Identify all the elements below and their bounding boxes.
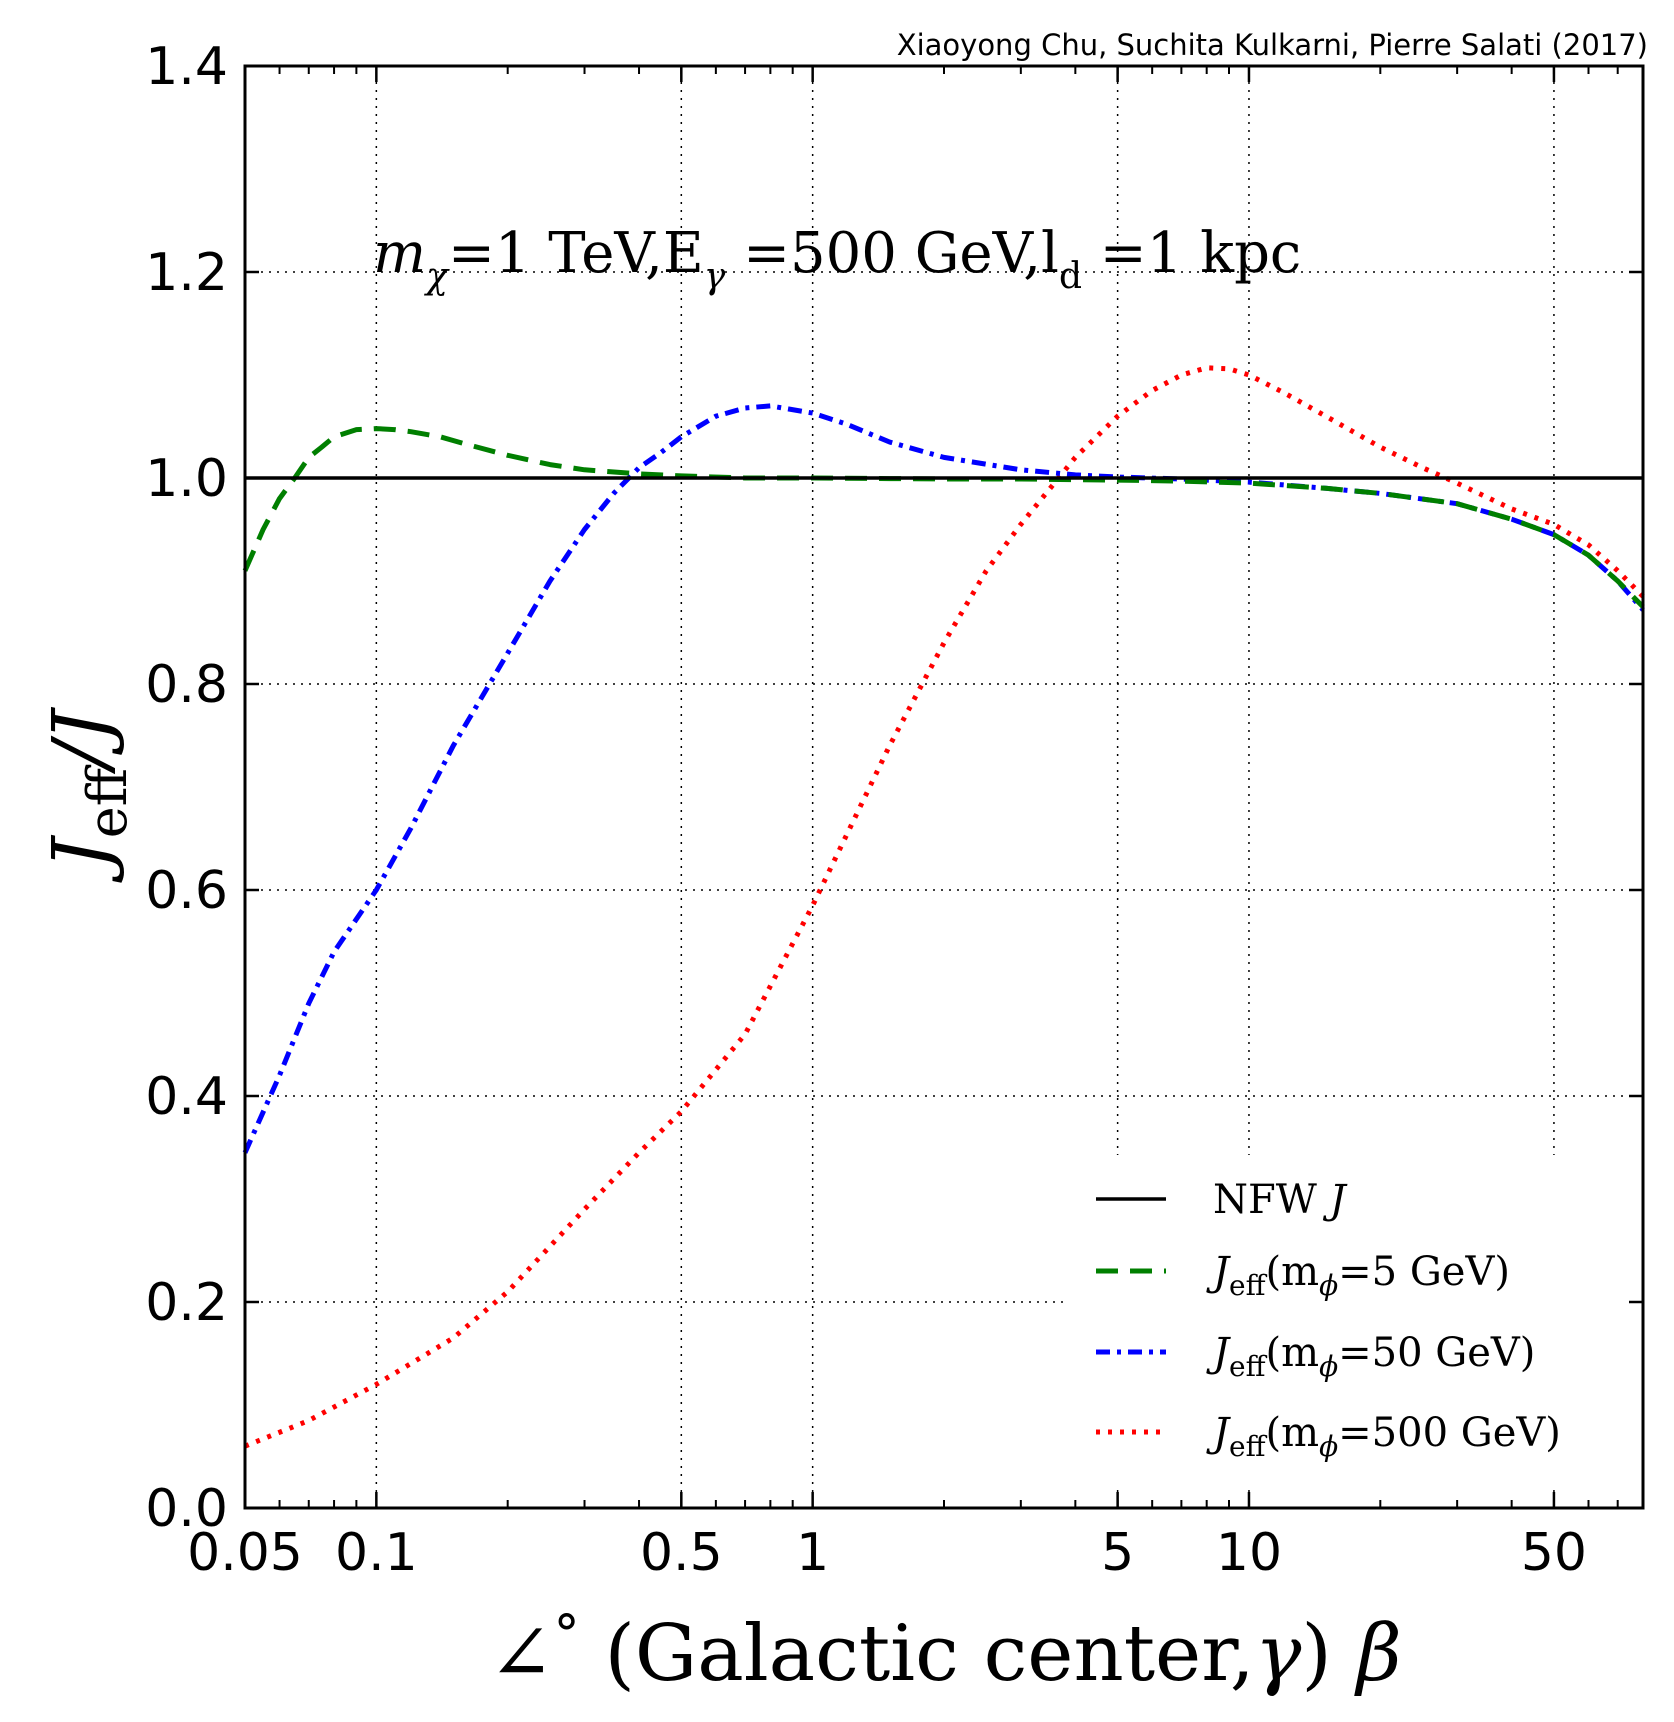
x-tick-label: 1	[796, 1523, 829, 1583]
ticks: 0.0 0.2 0.4 0.6 0.8 1.0 1.2 1.4 0.05 0.1 0.5 1 5 10 50	[145, 37, 1643, 1583]
x-tick-label: 50	[1521, 1523, 1587, 1583]
legend-background	[1068, 1155, 1658, 1485]
x-tick-label: 0.1	[335, 1523, 418, 1583]
legend-label-5gev: Jeff(mϕ=5 GeV)	[1206, 1249, 1510, 1302]
x-tick-label: 0.05	[187, 1523, 303, 1583]
y-tick-label: 1.2	[145, 243, 228, 303]
x-tick-label: 0.5	[640, 1523, 723, 1583]
series-group	[242, 365, 1645, 1449]
y-tick-label: 0.2	[145, 1273, 228, 1333]
x-axis-label: ∠° (Galactic center,γ) β	[488, 1605, 1401, 1699]
y-tick-label: 0.4	[145, 1067, 228, 1127]
x-tick-label: 10	[1216, 1523, 1282, 1583]
y-tick-label: 0.6	[145, 861, 228, 921]
series-line-1	[242, 426, 1645, 609]
series-line-2	[242, 403, 1645, 1154]
y-tick-label: 1.4	[145, 37, 228, 97]
legend: NFW J Jeff(mϕ=5 GeV) Jeff(mϕ=50 GeV) Jef…	[1068, 1155, 1658, 1485]
y-tick-label: 0.0	[145, 1479, 228, 1539]
x-tick-label: 5	[1101, 1523, 1134, 1583]
grid	[245, 66, 1643, 1508]
y-tick-label: 0.8	[145, 655, 228, 715]
physics-annotation: mχ=1 TeV,Eγ =500 GeV,ld =1 kpc	[373, 221, 1301, 297]
legend-label-nfw: NFW J	[1213, 1177, 1348, 1223]
legend-label-500gev: Jeff(mϕ=500 GeV)	[1206, 1410, 1561, 1463]
series-line-3	[244, 365, 1645, 1449]
y-axis-label: Jeff/J	[37, 707, 139, 884]
credit-text: Xiaoyong Chu, Suchita Kulkarni, Pierre S…	[897, 28, 1648, 62]
y-tick-label: 1.0	[145, 449, 228, 509]
